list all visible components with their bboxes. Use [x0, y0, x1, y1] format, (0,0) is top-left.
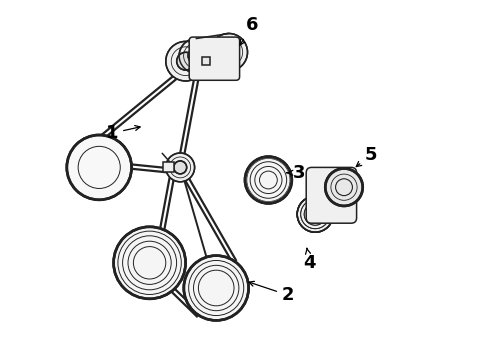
Text: 4: 4 [303, 248, 316, 272]
Circle shape [179, 39, 214, 73]
Circle shape [245, 157, 292, 203]
FancyBboxPatch shape [163, 162, 174, 172]
Circle shape [308, 207, 323, 222]
Text: 6: 6 [240, 16, 258, 45]
Circle shape [67, 135, 132, 200]
FancyBboxPatch shape [189, 37, 240, 80]
Text: 2: 2 [249, 281, 294, 304]
Circle shape [297, 196, 333, 232]
Circle shape [177, 52, 195, 70]
Circle shape [220, 43, 238, 61]
Circle shape [166, 153, 195, 182]
Text: 5: 5 [356, 146, 377, 167]
Text: 3: 3 [287, 164, 305, 182]
Text: 1: 1 [105, 124, 140, 142]
Circle shape [174, 161, 187, 174]
FancyBboxPatch shape [306, 167, 357, 223]
FancyBboxPatch shape [202, 57, 210, 65]
Circle shape [184, 256, 248, 320]
Circle shape [210, 33, 247, 71]
Circle shape [166, 41, 205, 81]
Circle shape [114, 227, 186, 299]
Circle shape [188, 48, 205, 64]
Circle shape [308, 207, 323, 222]
Circle shape [325, 168, 363, 206]
Circle shape [297, 196, 333, 232]
FancyArrowPatch shape [162, 153, 171, 163]
